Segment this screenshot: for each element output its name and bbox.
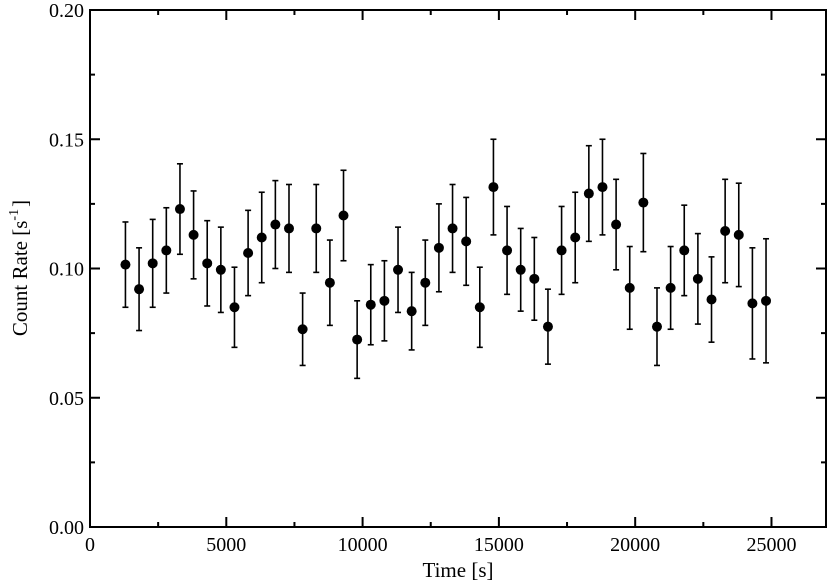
x-tick-label: 10000: [338, 534, 388, 556]
y-axis-title: Count Rate [s-1]: [7, 200, 32, 336]
data-point: [120, 259, 131, 270]
data-point: [461, 236, 472, 247]
data-point: [624, 282, 635, 293]
axis-ticks: [89, 9, 826, 528]
data-point: [215, 264, 226, 275]
data-point: [720, 226, 731, 237]
data-point: [297, 324, 308, 335]
y-tick-label: 0.15: [49, 129, 84, 151]
x-tick-label: 15000: [474, 534, 524, 556]
data-point: [174, 204, 185, 215]
data-point: [270, 219, 281, 230]
data-point: [529, 273, 540, 284]
data-point: [311, 223, 322, 234]
data-point: [706, 294, 717, 305]
data-point: [515, 264, 526, 275]
x-axis-title: Time [s]: [423, 558, 494, 582]
y-tick-label: 0.10: [49, 259, 84, 281]
data-point: [556, 245, 567, 256]
axis-tick-labels: 0 5000 10000 15000 20000 25000 0.00 0.05 0.10 0.1…: [49, 0, 796, 556]
data-point: [161, 245, 172, 256]
data-point: [692, 273, 703, 284]
data-point: [747, 298, 758, 309]
data-point: [597, 182, 608, 193]
data-point: [638, 197, 649, 208]
data-point: [283, 223, 294, 234]
data-point: [542, 321, 553, 332]
data-point: [406, 306, 417, 317]
chart-marks: [120, 138, 772, 380]
y-axis-title-base: Count Rate [s: [8, 221, 32, 337]
data-point: [679, 245, 690, 256]
y-tick-label: 0.20: [49, 0, 84, 22]
data-point: [488, 182, 499, 193]
data-point: [733, 229, 744, 240]
y-tick-label: 0.05: [49, 388, 84, 410]
data-point: [147, 258, 158, 269]
data-point: [352, 334, 363, 345]
data-point: [229, 302, 240, 313]
data-point: [583, 188, 594, 199]
data-point: [651, 321, 662, 332]
data-point: [447, 223, 458, 234]
x-tick-label: 20000: [610, 534, 660, 556]
data-point: [338, 210, 349, 221]
data-point: [202, 258, 213, 269]
y-tick-label: 0.00: [49, 517, 84, 539]
data-point: [243, 247, 254, 258]
data-point: [188, 229, 199, 240]
data-point: [474, 302, 485, 313]
data-point: [611, 219, 622, 230]
data-point: [324, 277, 335, 288]
data-point: [665, 282, 676, 293]
x-tick-label: 5000: [206, 534, 246, 556]
data-point: [393, 264, 404, 275]
data-point: [420, 277, 431, 288]
plot-frame: [89, 9, 827, 528]
x-tick-label: 0: [85, 534, 95, 556]
data-point: [379, 295, 390, 306]
x-tick-label: 25000: [746, 534, 796, 556]
data-point: [256, 232, 267, 243]
data-point: [433, 242, 444, 253]
data-point: [570, 232, 581, 243]
data-point: [365, 299, 376, 310]
y-axis-title-exponent: -1: [7, 209, 22, 221]
data-point: [761, 295, 772, 306]
y-axis-title-close: ]: [8, 200, 32, 207]
data-point: [502, 245, 513, 256]
data-point: [134, 284, 145, 295]
